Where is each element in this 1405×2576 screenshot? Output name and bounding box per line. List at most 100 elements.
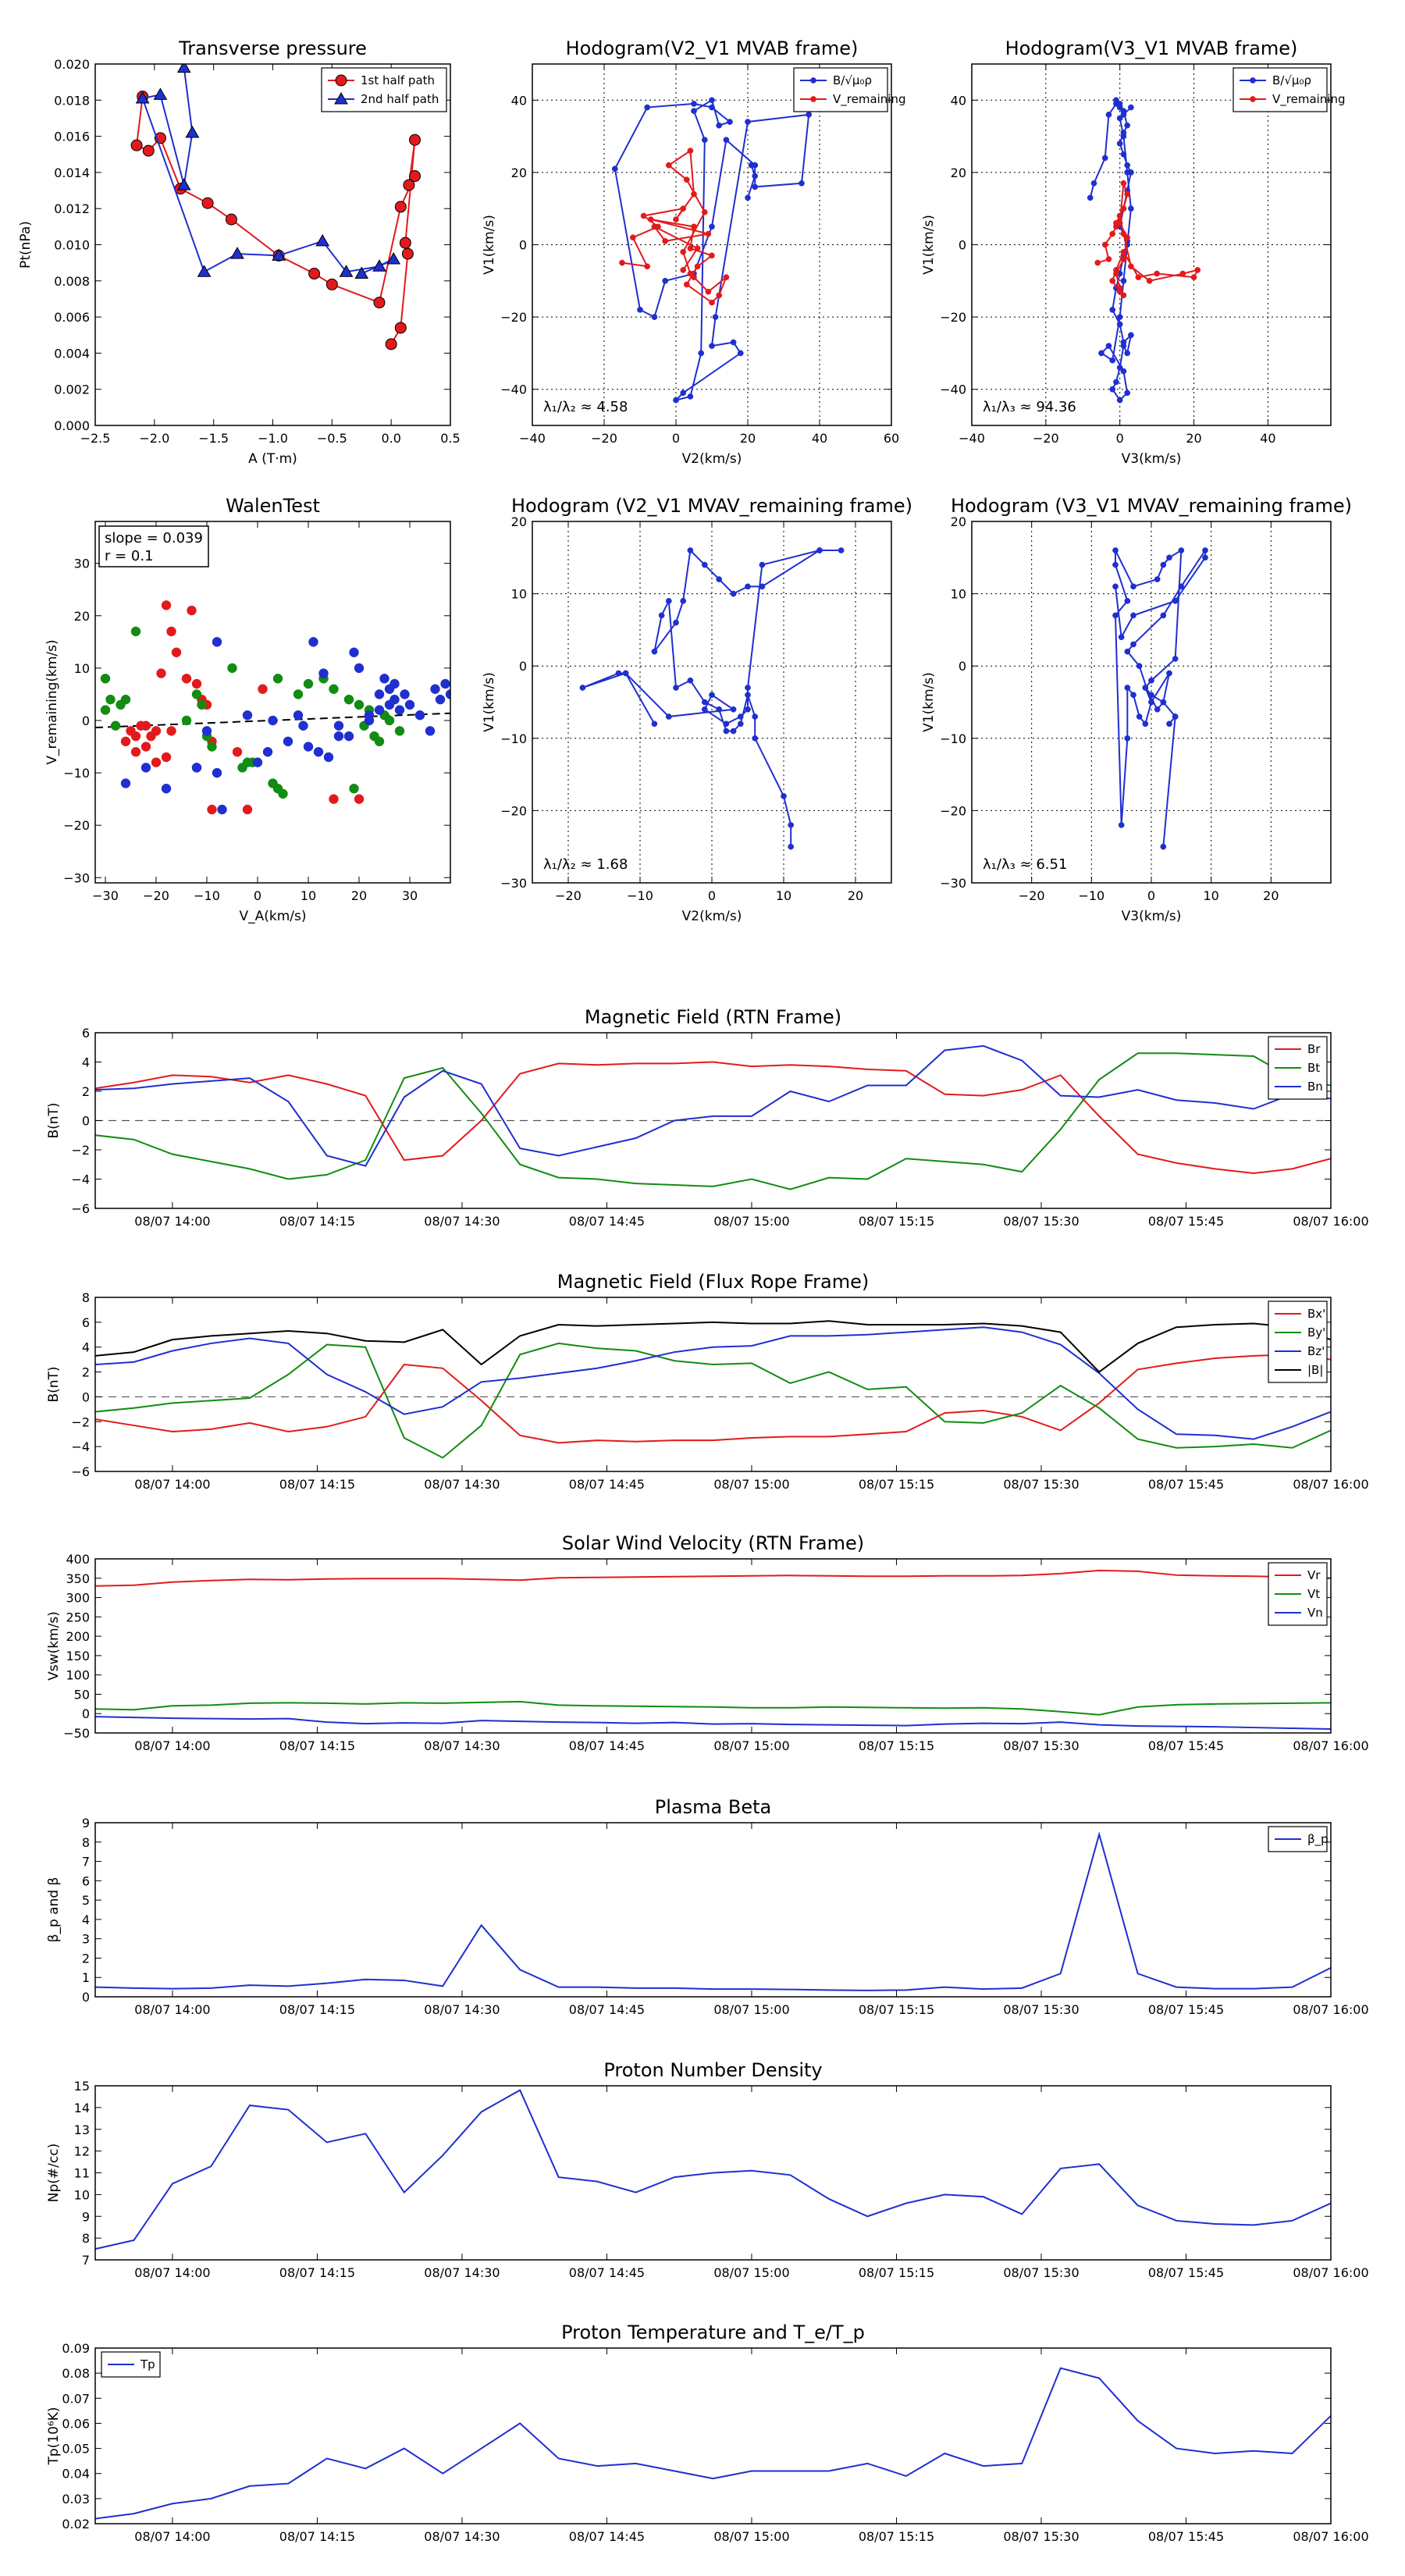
series-v-remaining-point [709, 299, 715, 306]
y-tick-label: −30 [940, 876, 966, 891]
series-1st-half-path-point [394, 322, 407, 334]
stats-textbox: slope = 0.039 r = 0.1 [98, 525, 209, 568]
series-bt-line [95, 1052, 1331, 1190]
x-tick-label: 08/07 15:45 [1148, 2529, 1224, 2544]
y-tick-label: 0.012 [54, 201, 90, 216]
y-tick-label: 350 [66, 1571, 90, 1586]
y-tick-label: 10 [74, 2187, 90, 2202]
series-2-point [303, 742, 314, 752]
series-group [95, 1569, 1331, 1731]
series-0-point [1148, 677, 1154, 684]
series-b--point [709, 97, 715, 104]
legend-label: Tp [140, 2357, 155, 2371]
y-tick-label: 7 [82, 1855, 90, 1870]
series-b--point [673, 397, 679, 404]
x-tick-label: 08/07 14:00 [134, 2529, 210, 2544]
x-tick-label: 08/07 15:45 [1148, 1738, 1224, 1753]
series-b--point [752, 162, 759, 169]
y-tick-label: 0.08 [62, 2366, 90, 2381]
series-0-point [120, 736, 131, 747]
series-0-point [687, 677, 694, 684]
y-tick-label: 6 [82, 1873, 90, 1888]
series-1-point [293, 689, 304, 699]
legend-marker [810, 96, 816, 102]
y-axis-label: B(nT) [46, 1102, 62, 1138]
series-b--point [691, 101, 697, 107]
grid-lines [532, 521, 891, 884]
series-1st-half-path-point [308, 268, 321, 280]
x-tick-label: 10 [301, 888, 316, 903]
x-tick-label: −1.0 [258, 431, 288, 446]
y-tick-label: 4 [82, 1340, 90, 1355]
series-1-point [100, 705, 111, 715]
y-tick-label: 1 [82, 1970, 90, 1985]
series-2-point [283, 736, 293, 747]
y-tick-label: −6 [71, 1201, 90, 1216]
chart-title: Proton Number Density [603, 2059, 822, 2081]
y-tick-label: −20 [500, 803, 527, 818]
y-tick-label: −50 [63, 1726, 90, 1741]
series-v-remaining-line [621, 149, 728, 304]
x-tick-label: 08/07 14:45 [569, 1477, 645, 1492]
series-0-point [651, 648, 658, 655]
ticks: 08/07 14:00 08/07 14:15 08/07 14:30 08/07 1… [63, 1552, 1368, 1753]
y-tick-label: 0.014 [54, 165, 90, 180]
series-0-point [1112, 612, 1119, 619]
chart-walen: −30 −20 −10 0 10 20 30 −30 −20 −10 0 10 20 30 WalenTes… [44, 495, 451, 924]
series-0-point [1166, 670, 1172, 677]
series-b--point [611, 165, 618, 173]
x-tick-label: 08/07 14:15 [279, 1214, 355, 1229]
series-b--point [799, 180, 805, 187]
series-2nd-half-path-point [386, 252, 401, 265]
series-v-remaining-point [1120, 248, 1127, 255]
x-tick-label: −1.5 [198, 431, 229, 446]
ticks: −30 −20 −10 0 10 20 30 −30 −20 −10 0 10 20 30 [63, 521, 450, 903]
series-2-point [120, 778, 131, 788]
series-b--point [737, 350, 744, 357]
series-1st-half-path-line [136, 96, 416, 345]
x-tick-label: 08/07 14:15 [279, 2002, 355, 2017]
series-vt-line [95, 1700, 1331, 1716]
x-tick-label: 08/07 15:15 [859, 1738, 934, 1753]
legend-label: V_remaining [833, 92, 906, 107]
legend-marker [1250, 96, 1256, 102]
axes-frame [532, 521, 892, 884]
series-v-remaining-point [651, 223, 658, 230]
series-2-point [445, 689, 450, 699]
series-2-point [374, 705, 385, 715]
series-0-point [1178, 547, 1185, 553]
y-tick-label: −40 [500, 382, 527, 397]
series-0-point [1160, 699, 1167, 706]
series-1st-half-path-point [409, 133, 421, 146]
legend-label: Bz' [1307, 1344, 1325, 1358]
series-v-remaining-point [1120, 180, 1127, 187]
series-b--point [1105, 111, 1112, 118]
series-v-remaining-point [701, 208, 708, 215]
series-0-point [1172, 598, 1179, 604]
series-1st-half-path-point [225, 213, 237, 226]
series-group [95, 1320, 1331, 1459]
series-b--point [723, 137, 730, 144]
x-tick-label: 08/07 14:30 [424, 2529, 500, 2544]
series-v-remaining-point [629, 234, 636, 241]
series-0-point [1202, 554, 1208, 561]
series-b--point [701, 137, 708, 144]
ticks: −20 −10 0 10 20 −30 −20 −10 0 10 20 [500, 514, 891, 903]
legend-marker [810, 77, 816, 84]
series-2nd-half-path-point [272, 248, 286, 261]
series-1st-half-path-point [401, 247, 414, 260]
x-tick-label: 08/07 16:00 [1293, 2265, 1368, 2280]
series-b--point [1120, 108, 1127, 115]
series-2-point [354, 663, 365, 674]
y-tick-label: 4 [82, 1912, 90, 1927]
x-tick-label: 08/07 15:00 [713, 2529, 789, 2544]
series-0-point [140, 742, 151, 752]
x-tick-label: 08/07 15:45 [1148, 1477, 1224, 1492]
x-tick-label: 08/07 16:00 [1293, 1214, 1368, 1229]
y-tick-label: 50 [74, 1687, 90, 1702]
series-v-remaining-point [683, 281, 690, 288]
series-v-remaining-point [680, 267, 687, 273]
y-tick-label: 8 [82, 2231, 90, 2246]
series-0-point [745, 706, 751, 713]
x-tick-label: 08/07 16:00 [1293, 2529, 1368, 2544]
